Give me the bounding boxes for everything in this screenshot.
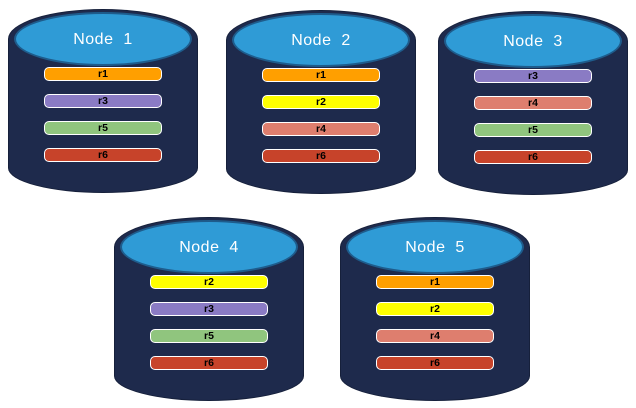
replica-bar-r6: r6 [376, 356, 494, 370]
replica-list: r1 r2 r4 r6 [340, 275, 530, 370]
cylinder-lid: Node 5 [346, 220, 524, 274]
replica-list: r2 r3 r5 r6 [114, 275, 304, 370]
replica-list: r1 r3 r5 r6 [8, 67, 198, 162]
replica-bar-r2: r2 [262, 95, 380, 109]
replica-bar-r6: r6 [44, 148, 162, 162]
node-title: Node 3 [503, 33, 563, 50]
replica-bar-r6: r6 [262, 149, 380, 163]
node-title: Node 5 [405, 239, 465, 256]
replica-bar-r1: r1 [44, 67, 162, 81]
cylinder-lid: Node 3 [444, 14, 622, 68]
replica-bar-r4: r4 [262, 122, 380, 136]
cylinder-lid: Node 4 [120, 220, 298, 274]
node-title: Node 4 [179, 239, 239, 256]
cylinder-lid: Node 1 [14, 12, 192, 66]
replica-bar-r5: r5 [44, 121, 162, 135]
db-node-1: Node 1 r1 r3 r5 r6 [8, 9, 198, 193]
replica-bar-r3: r3 [44, 94, 162, 108]
replica-bar-r5: r5 [474, 123, 592, 137]
replica-bar-r3: r3 [150, 302, 268, 316]
replica-list: r1 r2 r4 r6 [226, 68, 416, 163]
db-node-4: Node 4 r2 r3 r5 r6 [114, 217, 304, 401]
db-node-2: Node 2 r1 r2 r4 r6 [226, 10, 416, 194]
replica-bar-r3: r3 [474, 69, 592, 83]
replica-bar-r2: r2 [376, 302, 494, 316]
replica-bar-r4: r4 [474, 96, 592, 110]
replica-bar-r5: r5 [150, 329, 268, 343]
replica-bar-r6: r6 [150, 356, 268, 370]
node-title: Node 1 [73, 31, 133, 48]
node-title: Node 2 [291, 32, 351, 49]
replica-list: r3 r4 r5 r6 [438, 69, 628, 164]
replica-bar-r6: r6 [474, 150, 592, 164]
db-node-3: Node 3 r3 r4 r5 r6 [438, 11, 628, 195]
replica-bar-r1: r1 [262, 68, 380, 82]
replica-bar-r4: r4 [376, 329, 494, 343]
replica-bar-r2: r2 [150, 275, 268, 289]
db-node-5: Node 5 r1 r2 r4 r6 [340, 217, 530, 401]
replica-bar-r1: r1 [376, 275, 494, 289]
cylinder-lid: Node 2 [232, 13, 410, 67]
